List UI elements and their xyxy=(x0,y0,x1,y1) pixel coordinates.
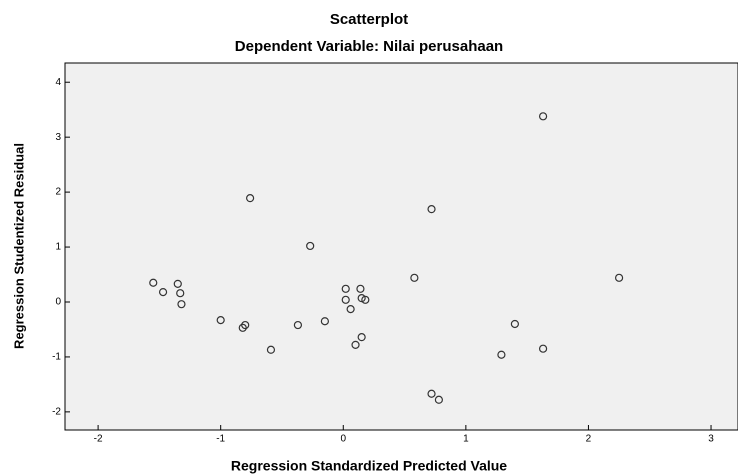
y-axis-label: Regression Studentized Residual xyxy=(11,143,26,349)
x-tick-label: 2 xyxy=(586,434,592,445)
x-tick-label: -2 xyxy=(94,434,103,445)
y-tick-label: -1 xyxy=(52,352,61,363)
y-tick-label: 0 xyxy=(55,297,61,308)
x-tick-label: 3 xyxy=(708,434,714,445)
y-tick-label: 2 xyxy=(55,187,61,198)
x-tick-label: 1 xyxy=(463,434,469,445)
chart-subtitle: Dependent Variable: Nilai perusahaan xyxy=(235,38,503,55)
x-axis-label: Regression Standardized Predicted Value xyxy=(231,458,507,474)
y-tick-label: 4 xyxy=(55,77,61,88)
chart: Scatterplot Dependent Variable: Nilai pe… xyxy=(0,0,738,476)
x-tick-label: -1 xyxy=(216,434,225,445)
y-tick-label: -2 xyxy=(52,407,61,418)
plot-area xyxy=(65,63,738,430)
y-tick-label: 3 xyxy=(55,132,61,143)
x-tick-label: 0 xyxy=(340,434,346,445)
chart-title: Scatterplot xyxy=(330,11,408,28)
y-tick-label: 1 xyxy=(55,242,61,253)
